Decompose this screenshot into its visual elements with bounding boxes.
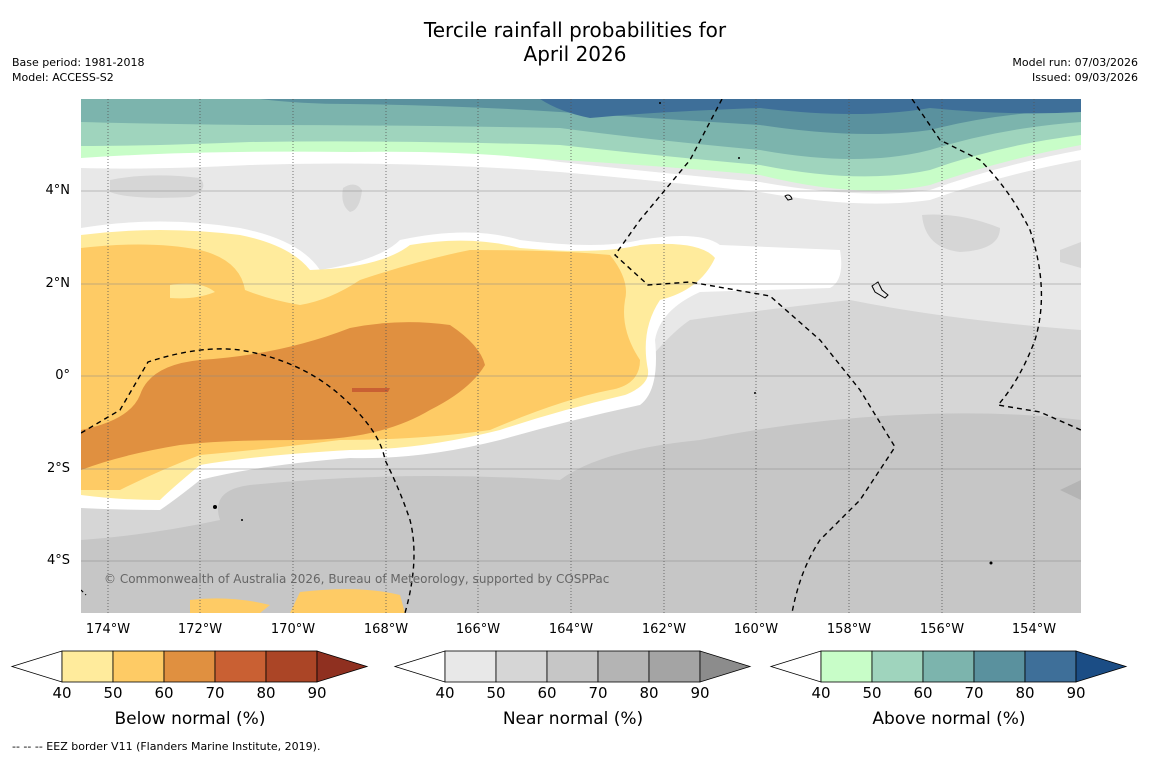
colorbar-below-min-arrow: [10, 650, 63, 683]
near-normal-60-zone: [81, 413, 1081, 613]
colorbar-below-swatch-3: [214, 650, 267, 683]
lon-label-160w: 160°W: [733, 622, 779, 637]
lon-label-170w: 170°W: [270, 622, 316, 637]
white-gap-top: [81, 150, 1081, 204]
near-normal-50-blob-north: [110, 175, 204, 198]
island-a: [784, 194, 793, 201]
below-normal-label: Below normal (%): [114, 709, 266, 729]
island-h: [754, 392, 756, 394]
colorbar-near-swatch-2: [546, 650, 599, 683]
eez-footnote: -- -- -- EEZ border V11 (Flanders Marine…: [12, 740, 321, 753]
copyright-text: © Commonwealth of Australia 2026, Bureau…: [104, 572, 610, 586]
below-tick-40: 40: [52, 684, 72, 702]
meta-left: Base period: 1981-2018 Model: ACCESS-S2: [12, 55, 144, 85]
model-run: Model run: 07/03/2026: [1012, 56, 1138, 69]
issued-date: Issued: 09/03/2026: [1031, 71, 1138, 84]
map-area: [81, 99, 1081, 613]
below-tick-80: 80: [256, 684, 276, 702]
lat-label-2n: 2°N: [45, 276, 71, 291]
colorbar-above-min-arrow: [769, 650, 822, 683]
lon-label-162w: 162°W: [641, 622, 687, 637]
lon-label-158w: 158°W: [826, 622, 872, 637]
lon-label-154w: 154°W: [1011, 622, 1057, 637]
colorbar-above-max-arrow: [1075, 650, 1128, 683]
title-line-2: April 2026: [523, 42, 627, 66]
model-name: Model: ACCESS-S2: [12, 71, 114, 84]
colorbar-near-min-arrow: [393, 650, 446, 683]
near-normal-50-blob-small: [342, 184, 362, 212]
colorbar-below-swatch-2: [163, 650, 216, 683]
island-c: [213, 505, 217, 509]
near-tick-90: 90: [690, 684, 710, 702]
colorbar-above: [769, 650, 1128, 683]
near-normal-label: Near normal (%): [502, 709, 644, 729]
base-period: Base period: 1981-2018: [12, 56, 145, 69]
colorbar-above-swatch-2: [922, 650, 975, 683]
lat-label-4n: 4°N: [45, 183, 71, 198]
below-tick-50: 50: [103, 684, 123, 702]
eez-border-small: [81, 589, 87, 596]
island-f: [659, 102, 661, 104]
above-normal-80-zone: [540, 99, 1081, 118]
island-g: [738, 157, 740, 159]
colorbar-below-max-arrow: [316, 650, 369, 683]
colorbar-above-swatch-3: [973, 650, 1026, 683]
lat-label-0: 0°: [55, 368, 70, 383]
near-tick-50: 50: [486, 684, 506, 702]
above-tick-60: 60: [913, 684, 933, 702]
colorbar-near-swatch-3: [597, 650, 650, 683]
near-tick-40: 40: [435, 684, 455, 702]
lon-label-168w: 168°W: [363, 622, 409, 637]
below-normal-70-patch: [352, 388, 390, 392]
colorbar-near-swatch-1: [495, 650, 548, 683]
lat-label-4s: 4°S: [46, 553, 70, 568]
above-tick-80: 80: [1015, 684, 1035, 702]
colorbar-below: [10, 650, 369, 683]
below-tick-60: 60: [154, 684, 174, 702]
lon-label-156w: 156°W: [919, 622, 965, 637]
near-tick-60: 60: [537, 684, 557, 702]
below-tick-90: 90: [307, 684, 327, 702]
meta-right: Model run: 07/03/2026 Issued: 09/03/2026: [1012, 55, 1138, 85]
above-tick-50: 50: [862, 684, 882, 702]
island-b: [871, 281, 889, 299]
title-line-1: Tercile rainfall probabilities for: [423, 18, 727, 42]
lon-label-172w: 172°W: [177, 622, 223, 637]
near-normal-50-blob-east: [922, 214, 1000, 252]
colorbar-above-swatch-4: [1024, 650, 1077, 683]
colorbar-below-swatch-0: [61, 650, 114, 683]
above-tick-40: 40: [811, 684, 831, 702]
colorbar-above-swatch-1: [871, 650, 924, 683]
chart-title: Tercile rainfall probabilities for April…: [0, 18, 1150, 66]
lon-label-174w: 174°W: [85, 622, 131, 637]
near-tick-80: 80: [639, 684, 659, 702]
above-tick-90: 90: [1066, 684, 1086, 702]
colorbar-near: [393, 650, 752, 683]
near-normal-70-blob: [1060, 480, 1081, 500]
colorbar-below-swatch-4: [265, 650, 318, 683]
below-normal-40-patch: [170, 283, 215, 299]
lat-label-2s: 2°S: [46, 461, 70, 476]
colorbar-near-swatch-4: [648, 650, 701, 683]
below-normal-50-south: [190, 589, 405, 613]
colorbar-near-max-arrow: [699, 650, 752, 683]
gridlines: [81, 190, 1081, 562]
above-normal-label: Above normal (%): [872, 709, 1026, 729]
colorbar-near-swatch-0: [444, 650, 497, 683]
lon-label-166w: 166°W: [455, 622, 501, 637]
colorbar-above-swatch-0: [820, 650, 873, 683]
near-normal-50-blob-edge: [1060, 242, 1081, 268]
above-tick-70: 70: [964, 684, 984, 702]
island-d: [989, 561, 993, 565]
island-e: [241, 519, 243, 521]
near-tick-70: 70: [588, 684, 608, 702]
below-tick-70: 70: [205, 684, 225, 702]
eez-borders: [81, 99, 1081, 613]
below-normal-60-zone: [81, 322, 485, 470]
lon-label-164w: 164°W: [548, 622, 594, 637]
colorbar-below-swatch-1: [112, 650, 165, 683]
